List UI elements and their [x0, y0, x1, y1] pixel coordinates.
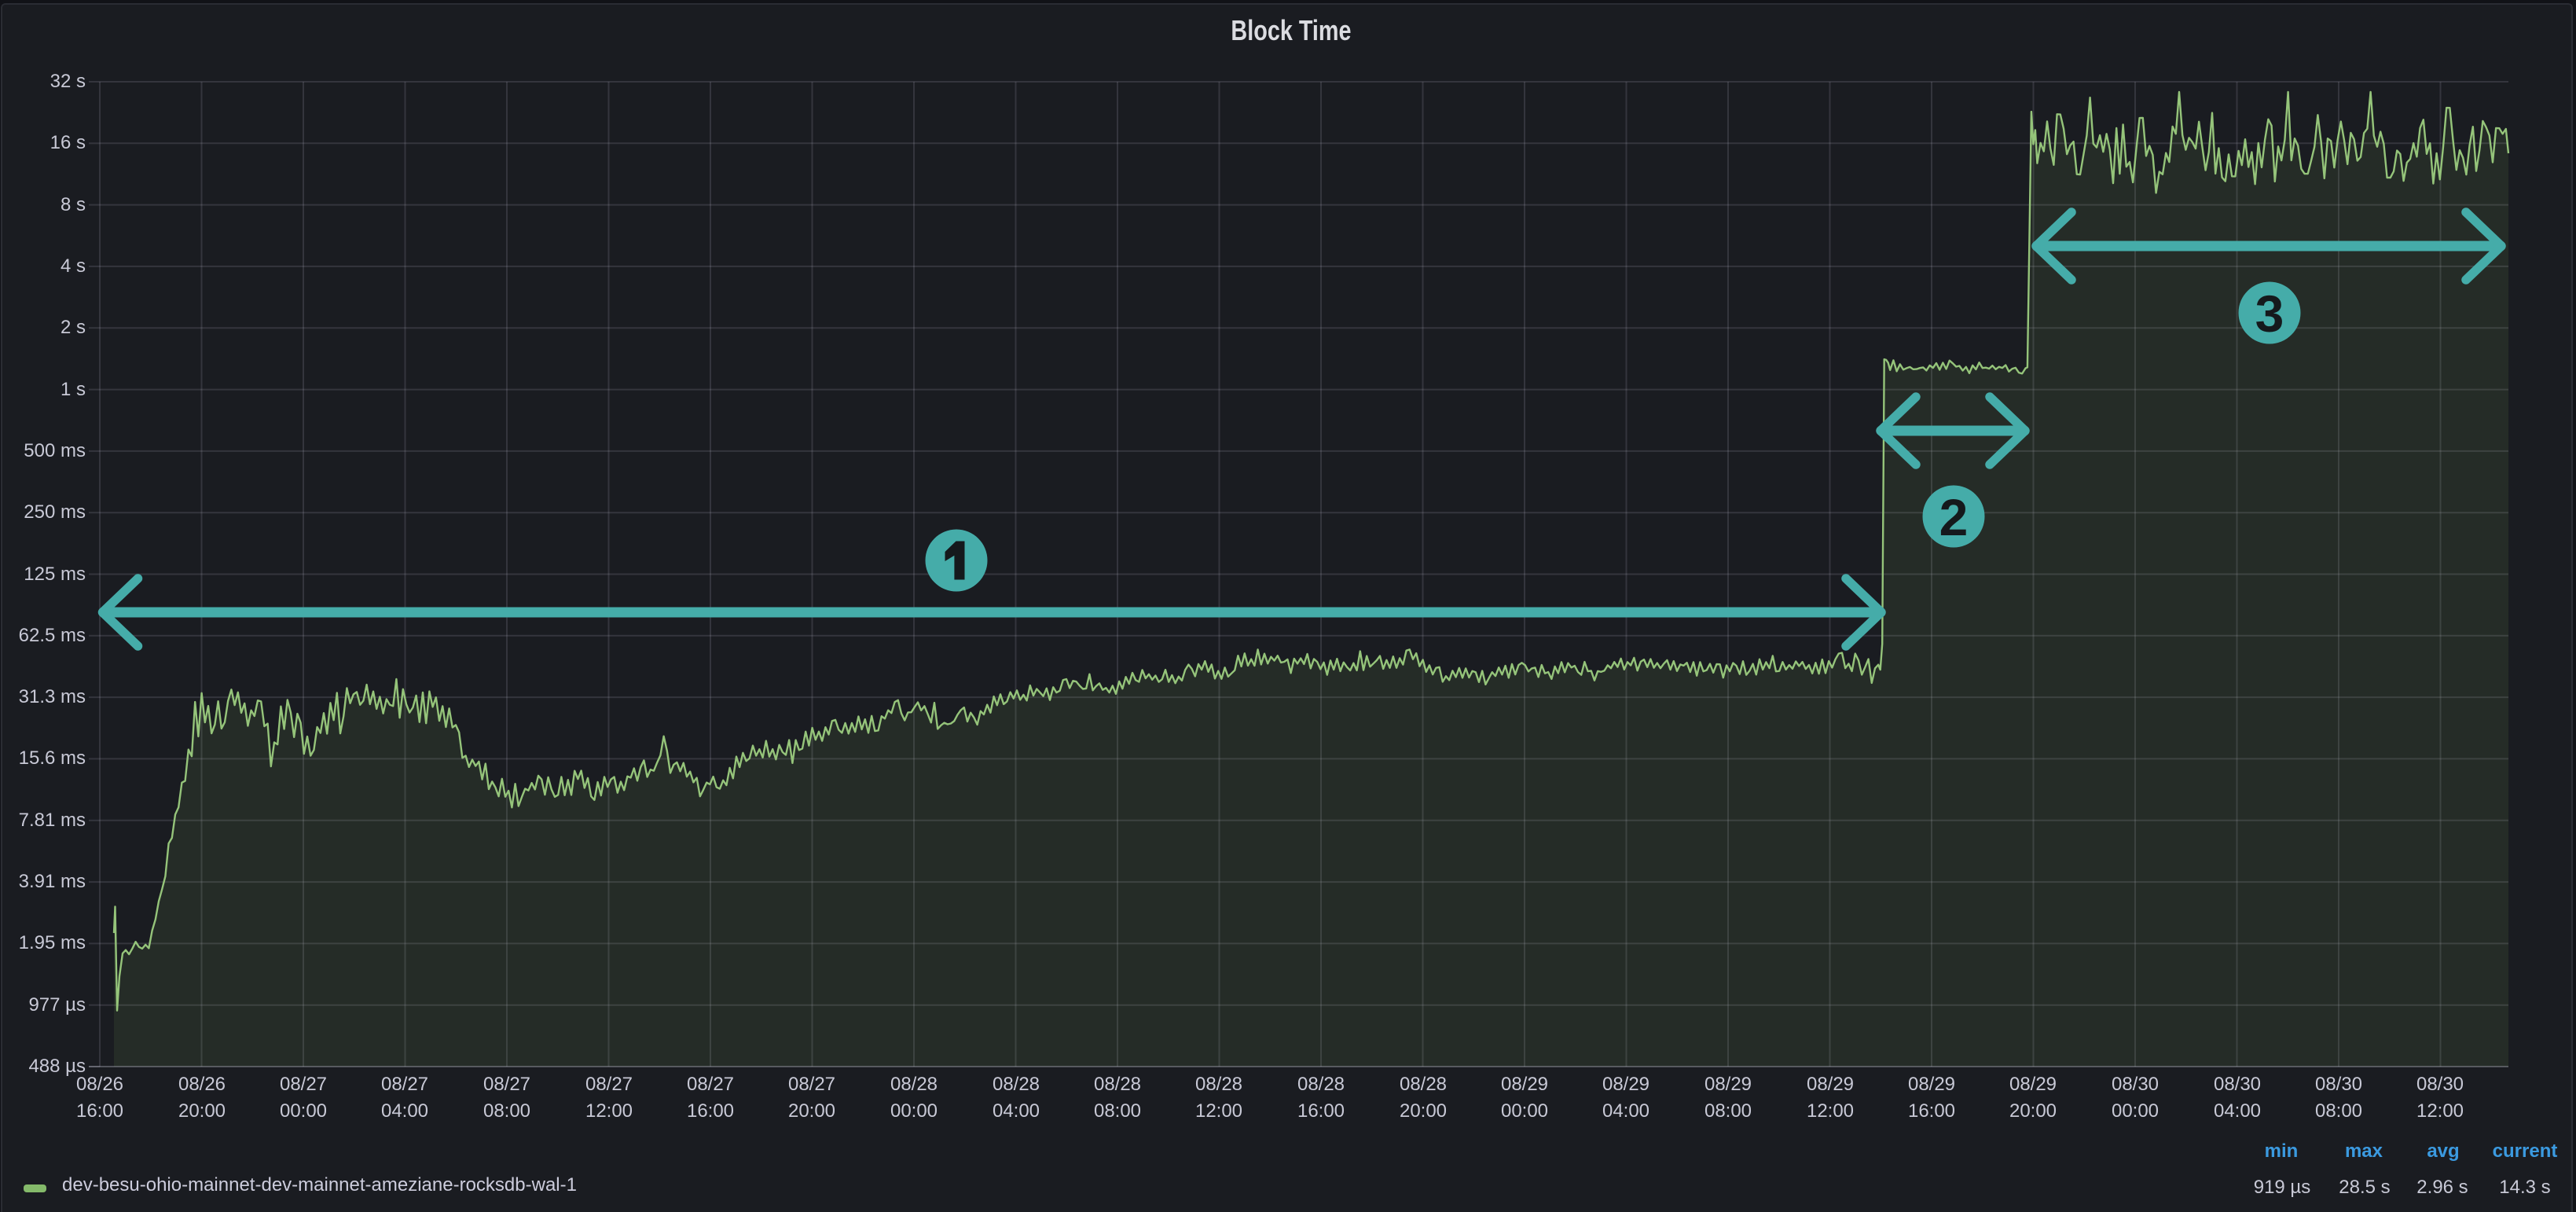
svg-text:2: 2 — [1939, 488, 1969, 546]
svg-text:3: 3 — [2255, 285, 2284, 343]
